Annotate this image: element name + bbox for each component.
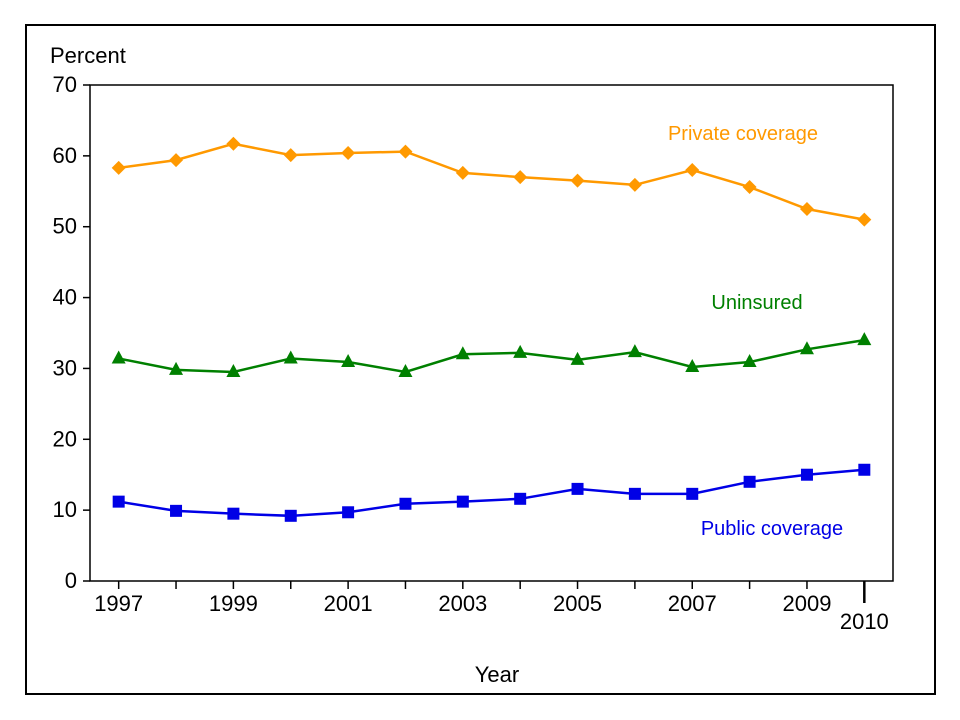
data-point-private-coverage-1997 [111,160,126,175]
series-public-coverage [112,463,871,522]
data-point-public-coverage-2002 [399,497,412,510]
data-point-public-coverage-1997 [112,495,125,508]
series-label-uninsured: Uninsured [711,292,802,314]
data-point-public-coverage-2010 [858,463,871,476]
y-tick-label-10: 10 [53,497,77,522]
data-point-private-coverage-2010 [857,212,872,227]
data-point-uninsured-2004 [513,344,528,358]
data-point-private-coverage-2009 [799,202,814,216]
y-axis: 0 10 20 30 40 50 60 70 [53,72,90,593]
x-tick-label-2009: 2009 [782,591,831,616]
data-point-public-coverage-2008 [743,475,756,488]
plot-area [89,84,894,582]
series-line-public-coverage [118,468,865,518]
series-private-coverage [111,136,872,227]
data-point-public-coverage-2005 [571,482,584,495]
series-uninsured [111,332,872,377]
series-layer [111,136,872,522]
y-tick-label-30: 30 [53,355,77,380]
series-line-private-coverage [118,142,865,221]
data-point-private-coverage-2000 [283,148,298,163]
data-point-private-coverage-2006 [627,177,642,192]
data-point-uninsured-1999 [226,363,241,377]
data-point-public-coverage-1998 [170,504,183,517]
data-point-public-coverage-2000 [284,509,297,522]
data-point-uninsured-2008 [742,354,757,368]
x-tick-label-2005: 2005 [553,591,602,616]
x-tick-label-2010: 2010 [840,609,889,634]
data-point-uninsured-2010 [857,332,872,346]
data-point-private-coverage-2004 [513,170,528,185]
y-tick-label-0: 0 [65,568,77,593]
x-tick-label-2003: 2003 [438,591,487,616]
x-axis-label: Year [475,662,519,687]
data-point-public-coverage-2004 [514,492,527,505]
y-tick-label-50: 50 [53,214,77,239]
series-line-uninsured [118,338,865,374]
data-point-public-coverage-2007 [686,487,699,500]
series-label-public-coverage: Public coverage [701,518,843,540]
data-point-public-coverage-2009 [800,468,813,481]
data-point-uninsured-2005 [570,351,585,365]
data-point-uninsured-2009 [799,341,814,355]
y-tick-label-60: 60 [53,143,77,168]
y-axis-label: Percent [50,43,126,68]
data-point-uninsured-2007 [685,359,700,373]
x-axis: 1997 1999 2001 2003 2005 2007 2009 2010 [94,581,889,634]
x-tick-label-2001: 2001 [324,591,373,616]
data-point-private-coverage-1998 [169,153,184,168]
data-point-public-coverage-2003 [456,495,469,508]
data-point-uninsured-2003 [455,346,470,360]
data-point-public-coverage-2001 [342,506,355,519]
data-point-private-coverage-2005 [570,173,585,188]
x-tick-label-2007: 2007 [668,591,717,616]
series-label-private-coverage: Private coverage [668,123,818,145]
y-tick-label-20: 20 [53,426,77,451]
data-point-uninsured-1998 [169,361,184,375]
data-point-uninsured-2001 [341,354,356,368]
data-point-public-coverage-1999 [227,507,240,520]
y-tick-label-70: 70 [53,72,77,97]
x-tick-label-1997: 1997 [94,591,143,616]
data-point-public-coverage-2006 [628,487,641,500]
data-point-private-coverage-2002 [398,144,413,159]
data-point-private-coverage-2008 [742,180,757,195]
data-point-uninsured-2006 [627,344,642,358]
y-tick-label-40: 40 [53,285,77,310]
data-point-private-coverage-2007 [685,163,700,178]
data-point-private-coverage-1999 [226,136,241,151]
x-tick-label-1999: 1999 [209,591,258,616]
data-point-uninsured-2000 [283,350,298,364]
data-point-uninsured-2002 [398,363,413,377]
data-point-private-coverage-2003 [455,165,470,180]
data-point-uninsured-1997 [111,350,126,364]
data-point-private-coverage-2001 [341,146,356,161]
